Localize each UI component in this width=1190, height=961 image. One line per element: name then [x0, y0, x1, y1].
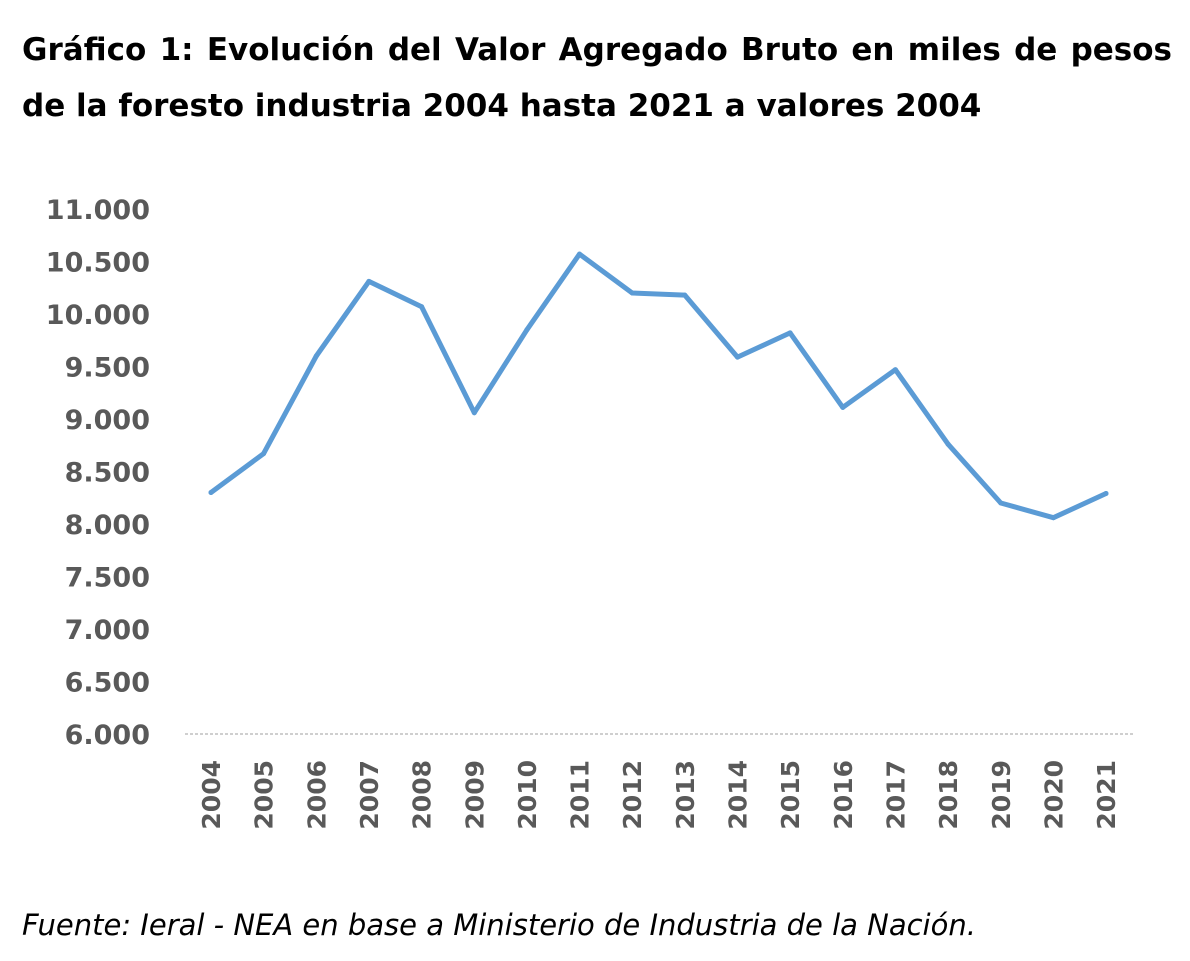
x-tick-label: 2011 — [566, 760, 595, 830]
series-point — [682, 292, 688, 298]
series-point — [471, 410, 477, 416]
y-tick-label: 6.000 — [65, 720, 150, 751]
y-tick-label: 10.000 — [46, 300, 150, 331]
series-point — [524, 327, 530, 333]
series-line — [208, 251, 1109, 521]
x-tick-label: 2021 — [1092, 760, 1121, 830]
x-tick-label: 2014 — [724, 760, 753, 830]
series-point — [577, 251, 582, 257]
x-tick-label: 2005 — [250, 760, 279, 830]
series-points — [208, 251, 1109, 521]
line-chart: 6.000 6.500 7.000 7.500 8.000 8.500 9.000 9.500… — [46, 195, 1133, 830]
y-axis-tick-labels: 6.000 6.500 7.000 7.500 8.000 8.500 9.000 9.500… — [46, 195, 150, 751]
x-tick-label: 2006 — [302, 760, 331, 830]
y-tick-label: 9.000 — [65, 405, 150, 436]
y-tick-label: 9.500 — [65, 353, 150, 384]
x-tick-label: 2015 — [776, 760, 805, 830]
source-note: Fuente: Ieral - NEA en base a Ministerio… — [22, 908, 976, 942]
series-point — [419, 304, 425, 310]
series-point — [208, 490, 214, 495]
x-tick-label: 2007 — [355, 760, 384, 830]
x-tick-label: 2010 — [513, 760, 542, 830]
series-point — [735, 354, 740, 360]
x-tick-label: 2009 — [460, 760, 489, 830]
series-point — [1050, 515, 1056, 521]
series-point — [366, 278, 372, 284]
y-tick-label: 6.500 — [65, 668, 150, 699]
y-tick-label: 8.000 — [65, 510, 150, 541]
chart-title: Gráfico 1: Evolución del Valor Agregado … — [22, 32, 1172, 124]
x-tick-label: 2013 — [671, 760, 700, 830]
x-tick-label: 2018 — [934, 760, 963, 830]
x-axis-tick-labels: 2004 2005 2006 2007 2008 2009 2010 2011 2012 2013… — [197, 760, 1121, 830]
y-tick-label: 8.500 — [65, 458, 150, 489]
x-tick-label: 2012 — [618, 760, 647, 830]
series-point — [840, 404, 846, 410]
y-tick-label: 7.000 — [65, 615, 150, 646]
series-point — [945, 441, 951, 447]
series-point — [998, 500, 1004, 506]
series-point — [313, 353, 319, 359]
series-point — [629, 290, 635, 296]
x-tick-label: 2016 — [829, 760, 858, 830]
y-tick-label: 10.500 — [46, 248, 150, 279]
x-tick-label: 2008 — [408, 760, 437, 830]
x-tick-label: 2004 — [197, 760, 226, 830]
series-point — [1103, 491, 1109, 496]
series-point — [787, 330, 793, 336]
x-tick-label: 2020 — [1039, 760, 1068, 830]
y-tick-label: 7.500 — [65, 563, 150, 594]
series-point — [892, 367, 898, 373]
x-tick-label: 2017 — [881, 760, 910, 830]
y-tick-label: 11.000 — [46, 195, 150, 226]
series-point — [261, 451, 267, 457]
x-tick-label: 2019 — [987, 760, 1016, 830]
